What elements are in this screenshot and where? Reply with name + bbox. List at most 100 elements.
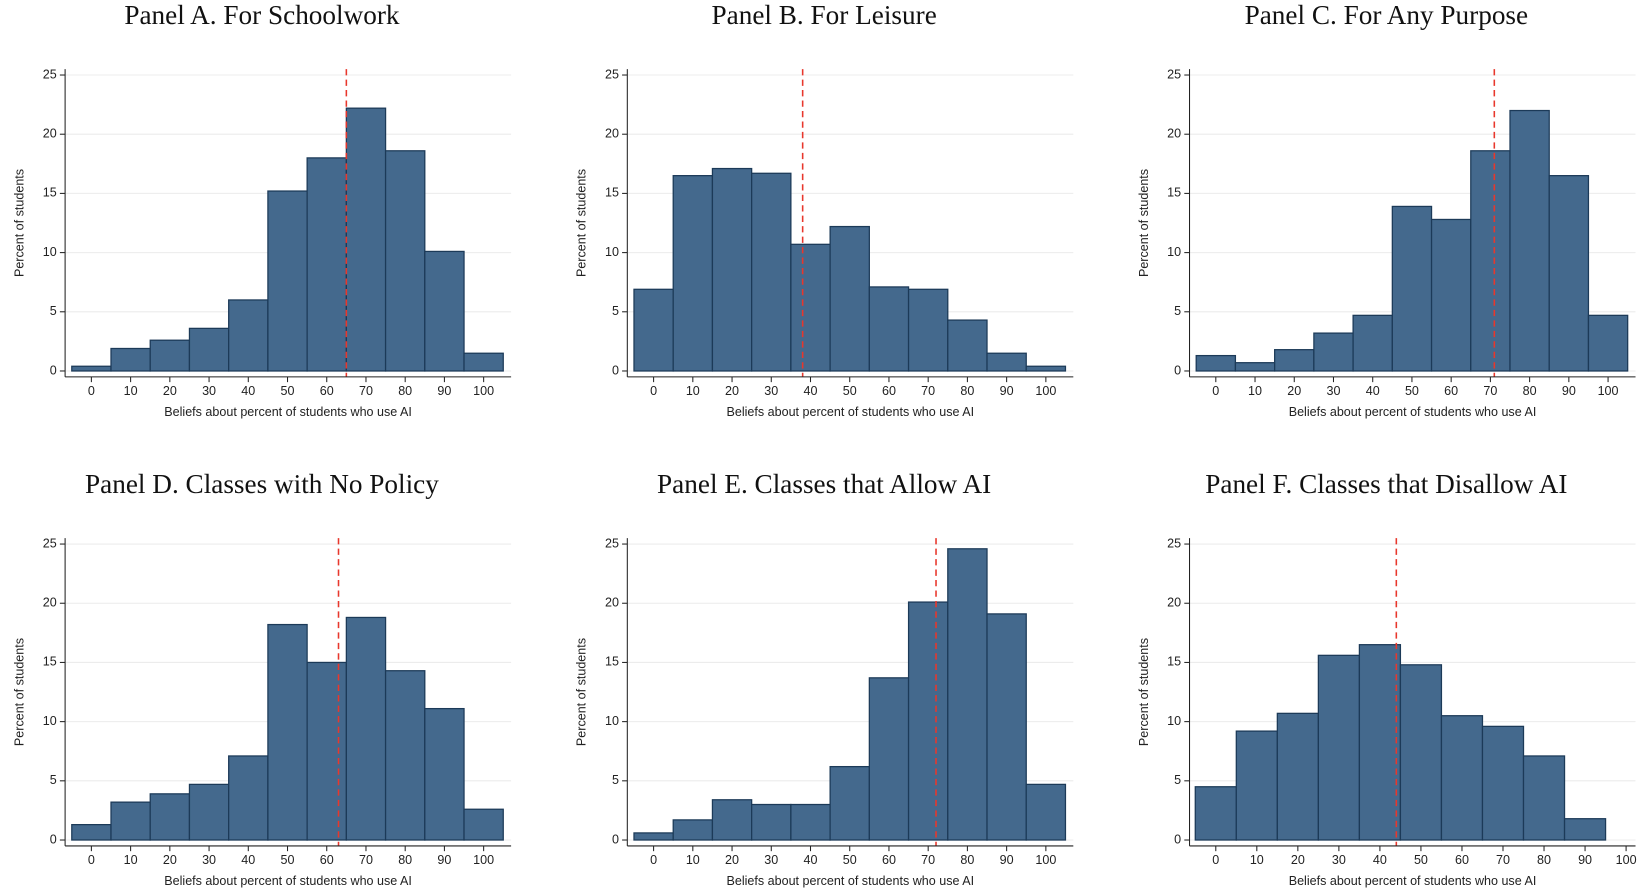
bar bbox=[986, 613, 1027, 841]
x-tick-label: 10 bbox=[1250, 853, 1264, 867]
panel: Panel C. For Any Purpose 0 5 10 15 20 25 0 10 20 3… bbox=[1137, 0, 1636, 419]
x-tick-label: 0 bbox=[88, 853, 95, 867]
y-tick-label: 0 bbox=[612, 363, 619, 377]
x-tick-label: 60 bbox=[1455, 853, 1469, 867]
bar bbox=[424, 707, 465, 841]
x-tick-label: 40 bbox=[1366, 384, 1380, 398]
x-tick-label: 40 bbox=[1373, 853, 1387, 867]
bar bbox=[1274, 349, 1315, 372]
bar bbox=[384, 150, 426, 372]
y-tick-label: 10 bbox=[1167, 714, 1181, 728]
y-tick-label: 10 bbox=[43, 714, 57, 728]
x-axis-label: Beliefs about percent of students who us… bbox=[1289, 874, 1537, 888]
x-tick-label: 70 bbox=[921, 384, 935, 398]
x-tick-label: 60 bbox=[320, 853, 334, 867]
x-tick-label: 30 bbox=[1332, 853, 1346, 867]
bar bbox=[947, 319, 988, 372]
bar bbox=[267, 623, 308, 841]
x-tick-label: 10 bbox=[686, 384, 700, 398]
panel: Panel A. For Schoolwork 0 5 10 15 20 25 0 10 20 30… bbox=[12, 0, 512, 419]
x-tick-label: 30 bbox=[202, 384, 216, 398]
x-tick-label: 50 bbox=[1414, 853, 1428, 867]
bar bbox=[907, 288, 949, 372]
bar bbox=[110, 347, 151, 372]
bar bbox=[790, 243, 831, 372]
bar bbox=[1391, 205, 1433, 372]
x-axis-label: Beliefs about percent of students who us… bbox=[164, 405, 412, 419]
x-tick-label: 10 bbox=[124, 384, 138, 398]
bar bbox=[1587, 314, 1629, 372]
bar bbox=[345, 107, 387, 372]
x-tick-label: 50 bbox=[281, 384, 295, 398]
x-tick-label: 30 bbox=[764, 853, 778, 867]
bar bbox=[188, 327, 230, 372]
x-tick-label: 10 bbox=[1248, 384, 1262, 398]
x-axis-label: Beliefs about percent of students who us… bbox=[727, 874, 975, 888]
x-tick-label: 100 bbox=[473, 853, 494, 867]
x-tick-label: 0 bbox=[1212, 384, 1219, 398]
x-tick-label: 70 bbox=[1483, 384, 1497, 398]
y-tick-label: 5 bbox=[612, 304, 619, 318]
bar bbox=[149, 339, 191, 372]
bar bbox=[1317, 654, 1361, 841]
bar bbox=[907, 601, 949, 841]
panel-title: Panel E. Classes that Allow AI bbox=[657, 469, 991, 499]
bar bbox=[1430, 218, 1472, 372]
y-tick-label: 15 bbox=[43, 186, 57, 200]
x-tick-label: 80 bbox=[960, 384, 974, 398]
y-tick-label: 5 bbox=[612, 773, 619, 787]
bar bbox=[1025, 783, 1067, 841]
y-tick-label: 5 bbox=[1174, 773, 1181, 787]
y-tick-label: 25 bbox=[605, 67, 619, 81]
x-tick-label: 90 bbox=[437, 384, 451, 398]
y-tick-label: 25 bbox=[1167, 67, 1181, 81]
bar bbox=[384, 670, 426, 841]
panel-title: Panel F. Classes that Disallow AI bbox=[1205, 469, 1567, 499]
x-tick-label: 100 bbox=[473, 384, 494, 398]
bar bbox=[463, 808, 504, 841]
bar bbox=[1522, 755, 1566, 841]
x-tick-label: 80 bbox=[1523, 384, 1537, 398]
bar bbox=[1313, 332, 1354, 372]
y-tick-label: 15 bbox=[605, 186, 619, 200]
x-tick-label: 60 bbox=[320, 384, 334, 398]
x-tick-label: 0 bbox=[650, 384, 657, 398]
bar bbox=[672, 819, 714, 841]
x-tick-label: 90 bbox=[1000, 384, 1014, 398]
bar bbox=[149, 793, 191, 841]
bar bbox=[986, 352, 1027, 372]
y-tick-label: 5 bbox=[50, 304, 57, 318]
bar bbox=[1358, 644, 1402, 841]
x-tick-label: 80 bbox=[960, 853, 974, 867]
bar bbox=[711, 167, 753, 372]
x-tick-label: 60 bbox=[882, 384, 896, 398]
x-tick-label: 100 bbox=[1035, 853, 1056, 867]
y-axis-label: Percent of students bbox=[1137, 169, 1151, 277]
bar bbox=[711, 799, 753, 841]
x-tick-label: 80 bbox=[398, 853, 412, 867]
panel: Panel D. Classes with No Policy 0 5 10 15 20 2… bbox=[12, 469, 512, 888]
bar bbox=[228, 755, 269, 841]
panel: Panel B. For Leisure 0 5 10 15 20 25 0 10 20 30 40 5… bbox=[575, 0, 1074, 419]
bar bbox=[424, 250, 465, 372]
panel-title: Panel B. For Leisure bbox=[712, 0, 937, 30]
x-tick-label: 70 bbox=[359, 384, 373, 398]
x-tick-label: 30 bbox=[1327, 384, 1341, 398]
panel: Panel F. Classes that Disallow AI 0 5 10 15 2… bbox=[1137, 469, 1637, 888]
bar bbox=[1276, 712, 1319, 841]
x-tick-label: 90 bbox=[1000, 853, 1014, 867]
bar bbox=[1235, 730, 1278, 841]
x-axis-label: Beliefs about percent of students who us… bbox=[164, 874, 412, 888]
y-tick-label: 20 bbox=[43, 596, 57, 610]
bar bbox=[345, 616, 387, 841]
y-tick-label: 20 bbox=[605, 596, 619, 610]
x-tick-label: 0 bbox=[650, 853, 657, 867]
x-tick-label: 70 bbox=[1496, 853, 1510, 867]
x-tick-label: 80 bbox=[398, 384, 412, 398]
bar bbox=[829, 765, 870, 841]
bar bbox=[1195, 354, 1237, 372]
bar bbox=[463, 352, 504, 372]
bar bbox=[1234, 362, 1276, 372]
bar bbox=[790, 803, 831, 841]
